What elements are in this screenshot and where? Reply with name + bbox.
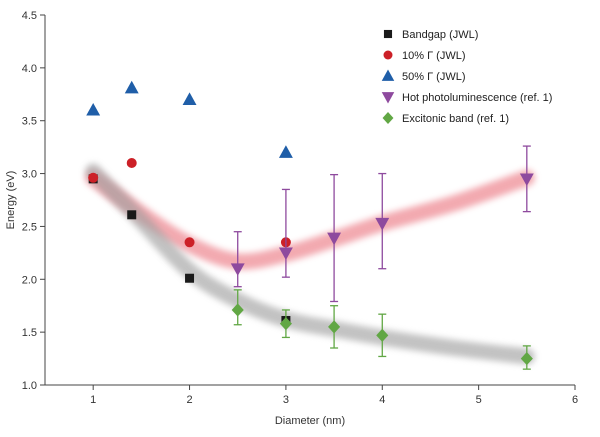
legend-marker-square (383, 29, 393, 39)
y-tick-label: 1.0 (22, 380, 37, 392)
data-point-triangle-up (86, 102, 101, 116)
y-tick-label: 1.5 (22, 327, 37, 339)
legend-label: Excitonic band (ref. 1) (402, 113, 509, 125)
trend-bands (85, 163, 535, 365)
x-tick-label: 6 (572, 394, 578, 406)
data-point-triangle-up (278, 145, 293, 158)
data-point-diamond (520, 351, 533, 366)
axes: 1 2 3 4 5 6 1.0 1.5 2.0 2.5 3.0 3.5 4.0 4.5 (22, 10, 578, 406)
y-tick-label: 3.5 (22, 116, 37, 128)
x-tick-label: 1 (90, 394, 96, 406)
data-point-triangle-down (278, 247, 293, 261)
data-point-square (127, 210, 137, 220)
legend-marker-circle (383, 50, 393, 60)
y-tick-label: 4.0 (22, 63, 37, 75)
legend-marker-triangle-up (381, 69, 395, 81)
legend-marker-diamond (382, 112, 394, 124)
data-point-triangle-down (327, 232, 342, 246)
data-point-circle (126, 158, 137, 168)
y-tick-label: 2.5 (22, 221, 37, 233)
y-tick-label: 4.5 (22, 10, 37, 22)
y-tick-label: 3.0 (22, 169, 37, 181)
legend-label: 50% Γ (JWL) (402, 71, 466, 83)
data-point-triangle-down (519, 173, 534, 187)
data-point-triangle-down (230, 263, 245, 276)
legend-marker-triangle-down (381, 92, 395, 104)
data-point-triangle-down (375, 217, 390, 231)
x-tick-label: 5 (476, 394, 482, 406)
x-tick-label: 4 (379, 394, 385, 406)
data-point-diamond (376, 328, 389, 342)
data-point-square (185, 273, 195, 283)
data-point-diamond (328, 320, 341, 334)
data-point-diamond (279, 317, 292, 331)
legend: Bandgap (JWL) 10% Γ (JWL) 50% Γ (JWL) Hot p… (381, 29, 552, 125)
data-points (86, 80, 534, 370)
x-axis-label: Diameter (nm) (275, 415, 345, 427)
legend-label: 10% Γ (JWL) (402, 50, 466, 62)
data-point-triangle-up (182, 92, 197, 105)
legend-label: Hot photoluminescence (ref. 1) (402, 92, 552, 104)
y-axis-label: Energy (eV) (5, 171, 17, 230)
data-point-circle (88, 172, 99, 183)
data-point-triangle-up (124, 80, 139, 94)
legend-label: Bandgap (JWL) (402, 29, 478, 41)
x-tick-label: 3 (283, 394, 289, 406)
data-point-diamond (231, 303, 244, 317)
y-tick-label: 2.0 (22, 274, 37, 286)
data-point-circle (184, 237, 195, 248)
x-tick-label: 2 (186, 394, 192, 406)
